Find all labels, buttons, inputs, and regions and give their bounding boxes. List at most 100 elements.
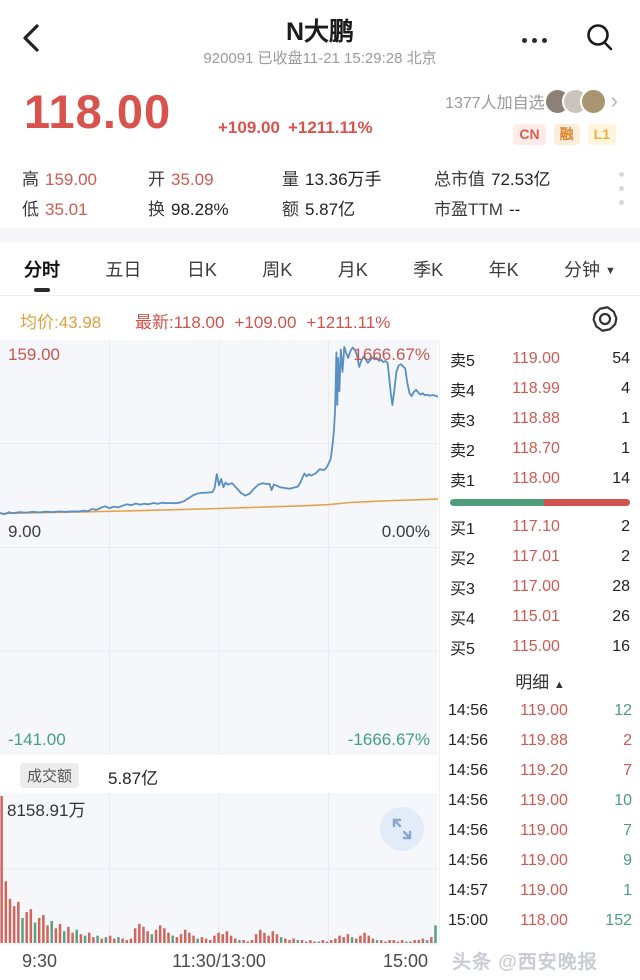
order-price: 117.00 [512,578,560,595]
order-level-label: 卖5 [450,353,475,370]
order-book-row[interactable]: 卖5 119.00 54 [440,344,640,374]
order-quantity: 28 [612,578,630,595]
order-level-label: 卖3 [450,413,475,430]
stat-item: 量 13.36万手 [282,165,434,190]
dot-icon [619,200,624,205]
order-price: 115.00 [512,638,560,655]
back-chevron-icon [23,24,39,52]
trade-detail-row: 14:56 119.88 2 [440,726,640,756]
order-quantity: 1 [621,410,630,427]
trade-quantity: 10 [614,792,632,809]
dot-icon [619,186,624,191]
stat-item: 总市值 72.53亿 [434,165,600,190]
trade-time: 14:56 [448,732,489,749]
dot-icon [619,172,624,177]
trade-time: 15:00 [448,912,489,929]
stat-item: 换 98.28% [148,195,282,220]
tab-yearly-k[interactable]: 年K [488,259,519,280]
axis-low-percent: -1666.67% [347,730,430,749]
trade-quantity: 7 [623,822,632,839]
order-book-row[interactable]: 买3 117.00 28 [440,572,640,602]
order-level-label: 买4 [450,611,475,628]
trade-detail-row: 14:56 119.00 9 [440,846,640,876]
order-quantity: 16 [612,638,630,655]
change-amount: +109.00 [218,118,280,137]
order-book-row[interactable]: 买1 117.10 2 [440,512,640,542]
order-book-row[interactable]: 卖1 118.00 14 [440,464,640,494]
trade-detail-list: 14:56 119.00 12 14:56 119.88 2 14:56 119.20 7 … [440,696,640,936]
tab-daily-k[interactable]: 日K [186,259,217,280]
tab-quarterly-k[interactable]: 季K [413,259,444,280]
buy-depth-segment [450,499,544,506]
order-quantity: 4 [621,380,630,397]
buy-sell-depth-bar [450,499,630,506]
stat-label: 额 [282,199,299,219]
trade-price: 119.00 [520,822,568,839]
order-book-row[interactable]: 卖4 118.99 4 [440,374,640,404]
search-icon [587,24,613,51]
trade-quantity: 9 [623,852,632,869]
order-level-label: 买3 [450,581,475,598]
order-book-row[interactable]: 买5 115.00 16 [440,632,640,662]
fullscreen-button[interactable] [380,807,424,851]
market-badge: 融 [553,124,580,145]
volume-bars [0,796,437,943]
dot-icon [531,37,537,43]
average-price-line [0,498,438,515]
change-percent: +1211.11% [287,118,373,137]
add-to-watchlist-row[interactable]: 1377人加自选 › [445,86,618,116]
order-price: 117.01 [512,548,560,565]
axis-time-open: 9:30 [22,951,58,971]
order-book-row[interactable]: 卖3 118.88 1 [440,404,640,434]
turnover-value: 5.87亿 [108,769,159,788]
axis-high-percent: 1666.67% [353,345,430,364]
trade-quantity: 2 [623,732,632,749]
trade-price: 119.20 [520,762,568,779]
stat-item: 低 35.01 [22,195,148,220]
header: N大鹏 920091 已收盘11-21 15:29:28 北京 [0,0,640,76]
stats-pager-dots[interactable] [619,172,624,205]
legend-change: +109.00 [234,313,297,332]
expand-arrows-icon [392,818,412,840]
stat-value: 98.28% [171,199,229,219]
last-price-legend: 最新:118.00 +109.00 +1211.11% [135,308,400,333]
order-book-row[interactable]: 买2 117.01 2 [440,542,640,572]
chart-settings-button[interactable] [590,304,620,334]
trade-detail-row: 14:56 119.00 12 [440,696,640,726]
order-price: 115.01 [512,608,560,625]
volume-chart[interactable]: 8158.91万 [0,793,438,945]
market-badge: L1 [587,124,616,145]
buy-orders: 买1 117.10 2 买2 117.01 2 买3 117.00 28 买4 115.01 2… [440,512,640,662]
trade-price: 119.00 [520,792,568,809]
dot-icon [521,37,527,43]
trade-detail-header[interactable]: 明细 ▲ [440,668,640,693]
order-quantity: 2 [621,548,630,565]
trade-price: 119.00 [520,882,568,899]
quote-section: 118.00 +109.00 +1211.11% 1377人加自选 › CN 融 … [0,76,640,162]
dropdown-label: 分钟 [564,259,601,280]
trade-time: 14:56 [448,762,489,779]
intraday-price-chart[interactable]: 159.00 1666.67% 9.00 0.00% -141.00 -1666… [0,340,438,755]
volume-grid [0,793,438,945]
trade-time: 14:56 [448,822,489,839]
tab-five-day[interactable]: 五日 [105,259,142,280]
search-button[interactable] [582,20,618,56]
trade-quantity: 152 [605,912,632,929]
chevron-down-icon: ▼ [605,264,616,277]
order-book-row[interactable]: 买4 115.01 26 [440,602,640,632]
back-button[interactable] [14,18,50,58]
order-book-row[interactable]: 卖2 118.70 1 [440,434,640,464]
tab-minutes-dropdown[interactable]: 分钟 ▼ [564,256,616,282]
tab-weekly-k[interactable]: 周K [262,259,293,280]
turnover-chip: 成交额 [20,763,80,788]
max-volume-label: 8158.91万 [7,801,86,820]
stat-value: 5.87亿 [305,199,356,219]
stat-label: 换 [148,199,165,219]
tab-minute-line[interactable]: 分时 [24,256,60,282]
tab-monthly-k[interactable]: 月K [337,259,368,280]
stats-grid: 高 159.00 低 35.01 开 35.09 换 98.28% 量 13.36万手 额… [22,162,600,226]
stat-label: 总市值 [434,169,485,189]
more-menu-button[interactable] [514,28,554,52]
order-quantity: 14 [612,470,630,487]
